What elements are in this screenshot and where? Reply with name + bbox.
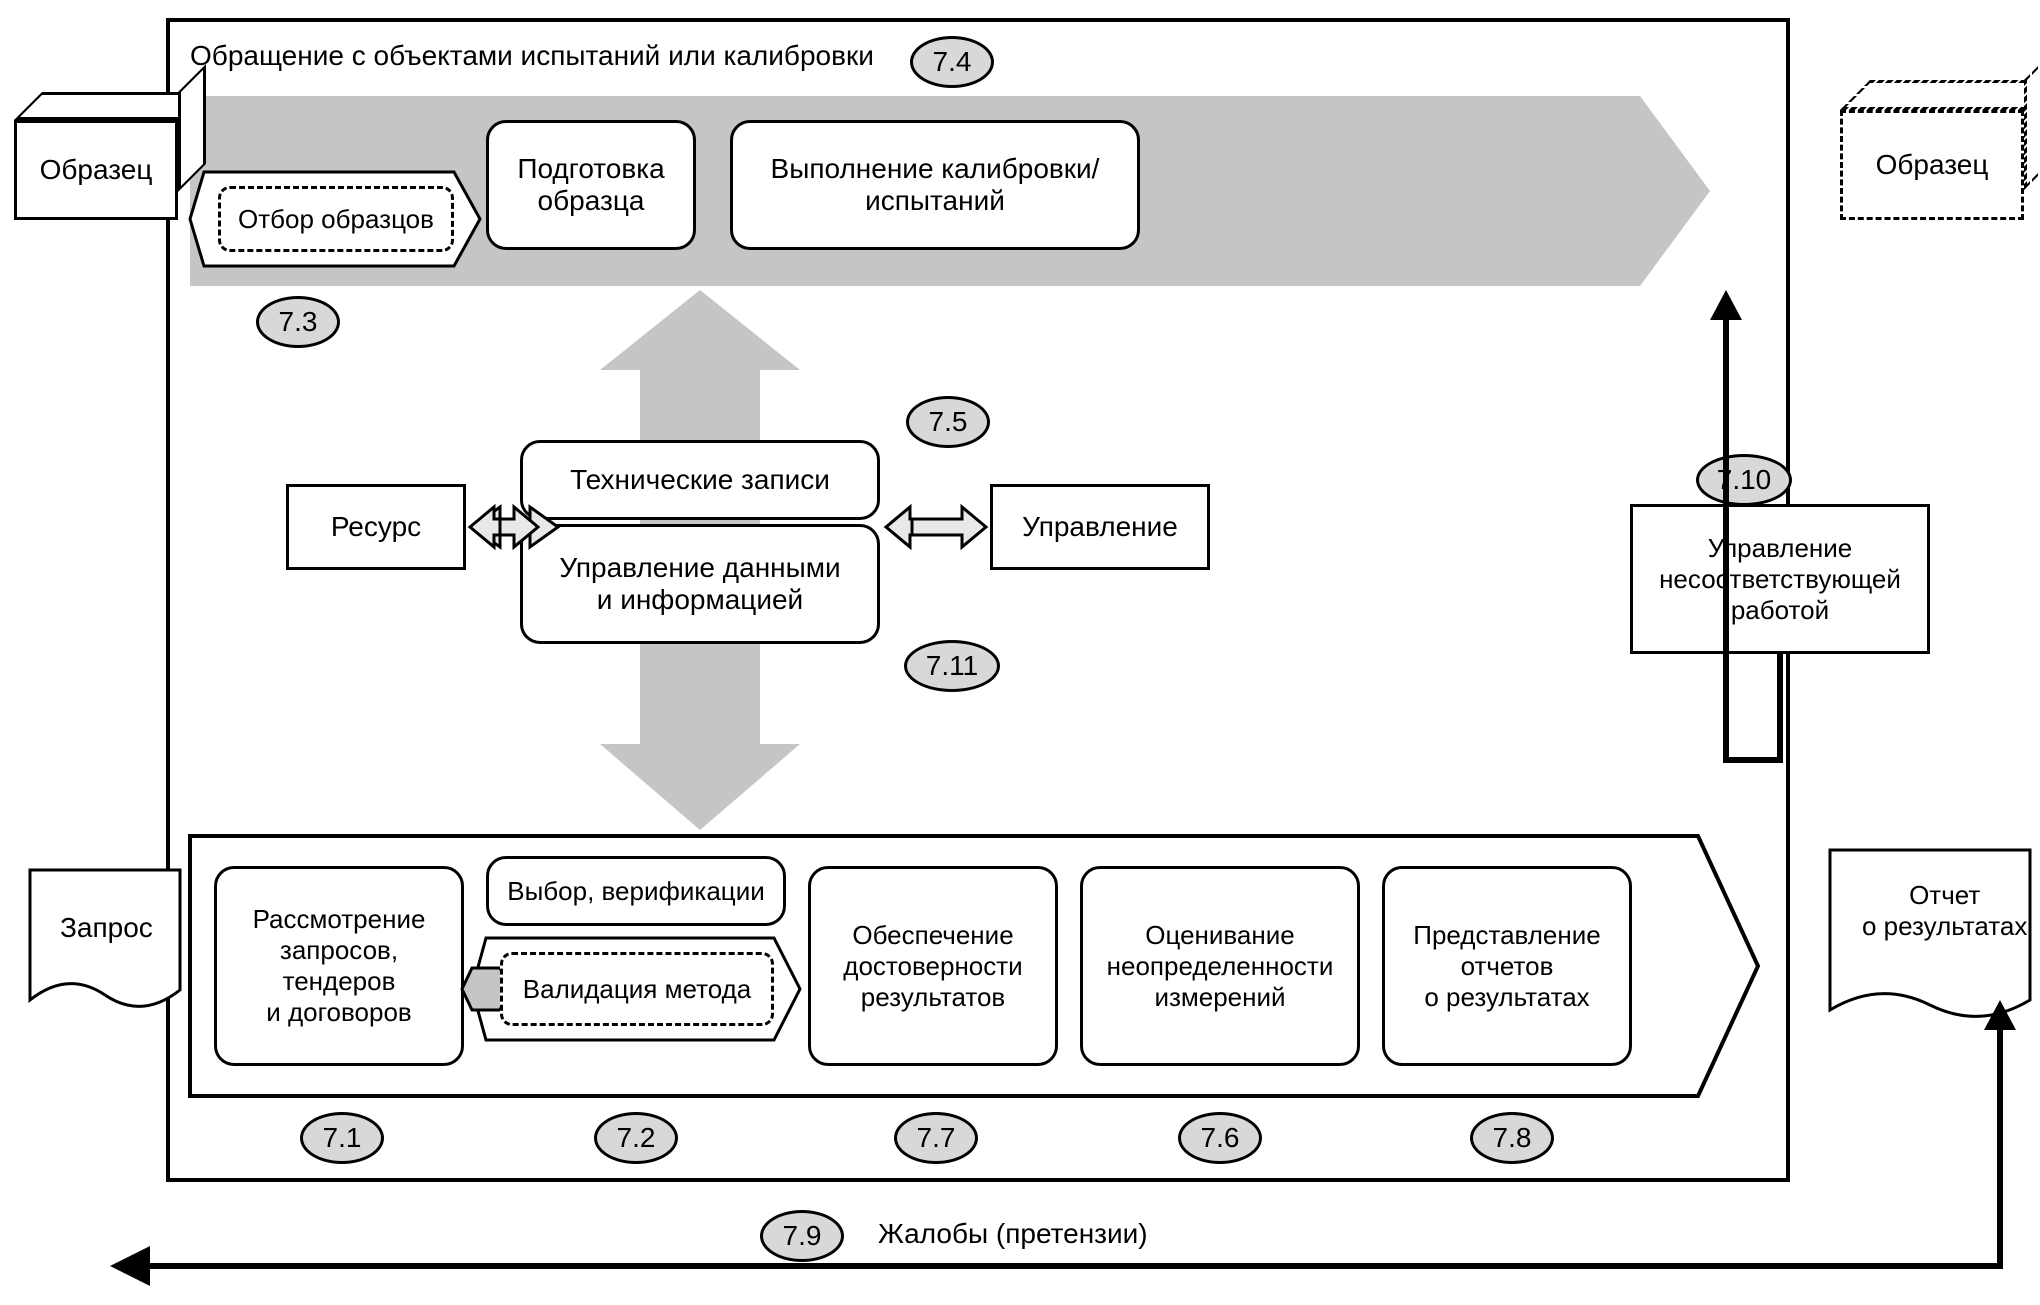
badge-7-5-text: 7.5: [929, 406, 968, 438]
badge-7-5: 7.5: [906, 396, 990, 448]
badge-7-2: 7.2: [594, 1112, 678, 1164]
uncertainty-box: Оценивание неопределенности измерений: [1080, 866, 1360, 1066]
resource-box: Ресурс: [286, 484, 466, 570]
sample-out-label: Образец: [1876, 149, 1989, 181]
sample-out-cube: Образец: [1840, 110, 2024, 220]
sample-in-label: Образец: [40, 154, 153, 186]
tech-records-box: Технические записи: [520, 440, 880, 520]
badge-7-1: 7.1: [300, 1112, 384, 1164]
badge-7-9: 7.9: [760, 1210, 844, 1262]
badge-7-4: 7.4: [910, 36, 994, 88]
assurance-label: Обеспечение достоверности результатов: [843, 920, 1022, 1013]
data-mgmt-box: Управление данными и информацией: [520, 524, 880, 644]
nonconformance-box: Управление несоответствующей работой: [1630, 504, 1930, 654]
report-doc-label: Отчет о результатах: [1862, 880, 2027, 942]
data-mgmt-label: Управление данными и информацией: [559, 552, 840, 616]
reporting-label: Представление отчетов о результатах: [1413, 920, 1600, 1013]
validation-label: Валидация метода: [523, 974, 751, 1005]
badge-7-2-text: 7.2: [617, 1122, 656, 1154]
badge-7-3-text: 7.3: [279, 306, 318, 338]
diagram-canvas: Обращение с объектами испытаний или кали…: [0, 0, 2040, 1305]
sampling-box: Отбор образцов: [218, 186, 454, 252]
control-box: Управление: [990, 484, 1210, 570]
badge-7-8: 7.8: [1470, 1112, 1554, 1164]
header-label: Обращение с объектами испытаний или кали…: [190, 40, 874, 72]
requests-label: Рассмотрение запросов, тендеров и догово…: [253, 904, 426, 1028]
badge-7-1-text: 7.1: [323, 1122, 362, 1154]
execution-box: Выполнение калибровки/ испытаний: [730, 120, 1140, 250]
badge-7-11-text: 7.11: [926, 650, 978, 682]
badge-7-7-text: 7.7: [917, 1122, 956, 1154]
requests-box: Рассмотрение запросов, тендеров и догово…: [214, 866, 464, 1066]
badge-7-10-text: 7.10: [1717, 464, 1772, 496]
nonconformance-label: Управление несоответствующей работой: [1659, 533, 1901, 626]
uncertainty-label: Оценивание неопределенности измерений: [1107, 920, 1334, 1013]
badge-7-10: 7.10: [1696, 454, 1792, 506]
badge-7-7: 7.7: [894, 1112, 978, 1164]
badge-7-9-text: 7.9: [783, 1220, 822, 1252]
execution-label: Выполнение калибровки/ испытаний: [771, 153, 1100, 217]
tech-records-label: Технические записи: [570, 464, 830, 496]
request-doc-label: Запрос: [60, 912, 153, 944]
badge-7-6: 7.6: [1178, 1112, 1262, 1164]
reporting-box: Представление отчетов о результатах: [1382, 866, 1632, 1066]
badge-7-3: 7.3: [256, 296, 340, 348]
sample-prep-box: Подготовка образца: [486, 120, 696, 250]
badge-7-4-text: 7.4: [933, 46, 972, 78]
control-label: Управление: [1022, 511, 1178, 543]
badge-7-8-text: 7.8: [1493, 1122, 1532, 1154]
sample-in-cube: Образец: [14, 120, 178, 220]
select-box: Выбор, верификации: [486, 856, 786, 926]
resource-label: Ресурс: [331, 511, 421, 543]
assurance-box: Обеспечение достоверности результатов: [808, 866, 1058, 1066]
validation-box: Валидация метода: [500, 952, 774, 1026]
sample-prep-label: Подготовка образца: [517, 153, 664, 217]
sampling-label: Отбор образцов: [238, 204, 434, 235]
badge-7-11: 7.11: [904, 640, 1000, 692]
select-label: Выбор, верификации: [507, 876, 765, 907]
badge-7-6-text: 7.6: [1201, 1122, 1240, 1154]
complaints-label: Жалобы (претензии): [878, 1218, 1148, 1250]
